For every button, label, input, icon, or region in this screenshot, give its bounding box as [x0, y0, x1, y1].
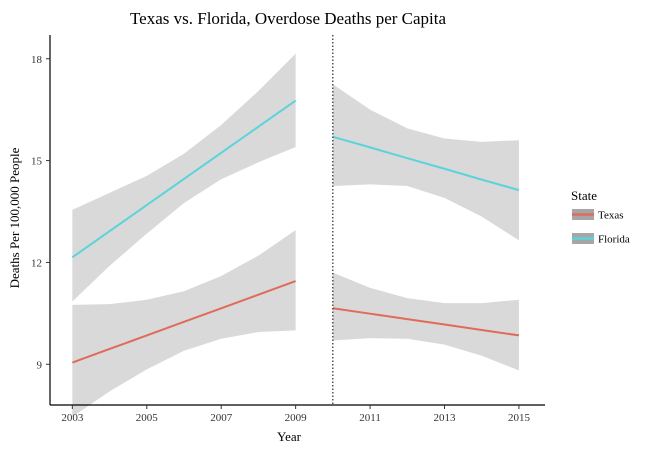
legend-title: State [571, 188, 597, 203]
x-tick-label-2007: 2007 [210, 412, 233, 424]
x-tick-label-2003: 2003 [61, 412, 84, 424]
chart-title: Texas vs. Florida, Overdose Deaths per C… [130, 9, 447, 28]
y-tick-label-12: 12 [31, 257, 42, 269]
y-tick-label-9: 9 [37, 359, 43, 371]
x-tick-label-2011: 2011 [359, 412, 381, 424]
y-ticks: 9 12 15 18 [31, 54, 50, 371]
x-ticks: 2003 2005 2007 2009 2011 2013 2015 [61, 405, 530, 424]
florida-ribbon-2 [332, 84, 519, 241]
x-tick-label-2013: 2013 [434, 412, 457, 424]
legend-label-florida: Florida [598, 234, 630, 246]
confidence-ribbons [72, 53, 519, 417]
legend-label-texas: Texas [598, 210, 624, 222]
x-axis-title: Year [277, 429, 302, 444]
x-tick-label-2015: 2015 [508, 412, 531, 424]
y-tick-label-15: 15 [31, 156, 43, 168]
trend-lines [71, 99, 520, 364]
florida-line-2 [332, 135, 520, 192]
axes [49, 35, 545, 406]
florida-ribbon-1 [72, 53, 296, 302]
y-tick-label-18: 18 [31, 54, 43, 66]
x-tick-label-2009: 2009 [285, 412, 308, 424]
legend: State Texas Florida [571, 188, 630, 246]
x-tick-label-2005: 2005 [136, 412, 159, 424]
texas-line-1 [71, 280, 296, 364]
texas-ribbon-1 [72, 230, 296, 417]
florida-line-1 [71, 99, 297, 259]
texas-line-2 [332, 307, 520, 337]
y-axis-title: Deaths Per 100,000 People [7, 147, 22, 288]
